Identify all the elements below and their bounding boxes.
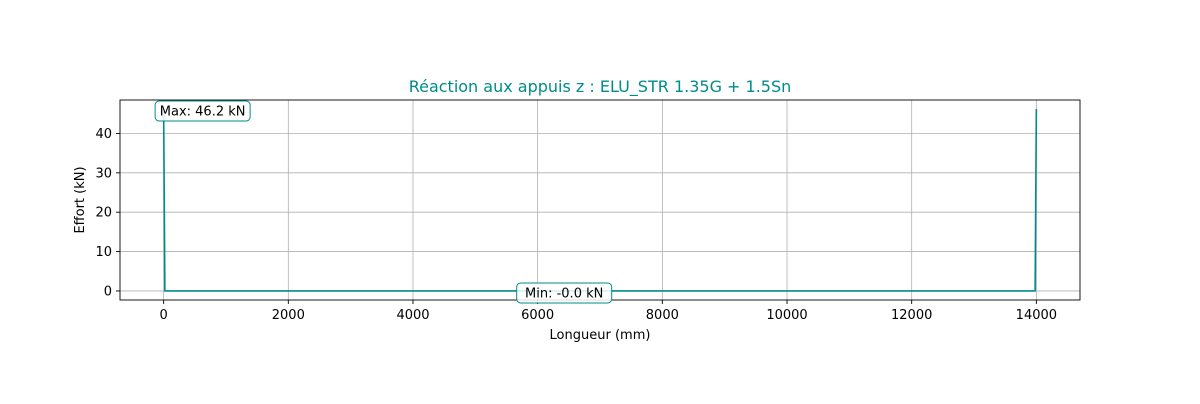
y-axis-label: Effort (kN)	[73, 166, 88, 233]
annotation-text: Max: 46.2 kN	[160, 105, 246, 120]
annotation-label: Max: 46.2 kN	[154, 100, 251, 122]
x-tick-label: 4000	[396, 308, 429, 323]
y-tick-label: 30	[95, 166, 112, 181]
annotation-box	[516, 282, 613, 304]
chart-title: Réaction aux appuis z : ELU_STR 1.35G + …	[409, 77, 792, 97]
y-tick-label: 40	[95, 127, 112, 142]
y-tick-label: 10	[95, 245, 112, 260]
y-tick-label: 0	[104, 284, 112, 299]
annotation-box	[154, 100, 251, 122]
x-tick-label: 6000	[521, 308, 554, 323]
x-tick-label: 14000	[1016, 308, 1057, 323]
annotation-label: Min: -0.0 kN	[516, 282, 613, 304]
y-tick-label: 20	[95, 206, 112, 221]
x-tick-label: 12000	[891, 308, 932, 323]
x-axis-label: Longueur (mm)	[550, 328, 651, 343]
series-line	[162, 109, 1038, 292]
x-tick-label: 10000	[766, 308, 807, 323]
x-tick-label: 2000	[272, 308, 305, 323]
plot-frame	[119, 99, 1081, 301]
x-tick-label: 0	[159, 308, 167, 323]
x-tick-label: 8000	[646, 308, 679, 323]
annotation-text: Min: -0.0 kN	[525, 286, 603, 301]
